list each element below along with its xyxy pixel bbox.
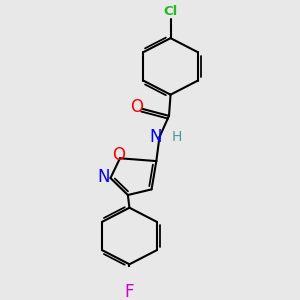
Text: F: F [125, 283, 134, 300]
Text: N: N [97, 169, 110, 187]
Text: O: O [112, 146, 125, 164]
Text: Cl: Cl [164, 4, 178, 17]
Text: N: N [149, 128, 162, 146]
Text: O: O [130, 98, 143, 116]
Text: H: H [172, 130, 182, 144]
